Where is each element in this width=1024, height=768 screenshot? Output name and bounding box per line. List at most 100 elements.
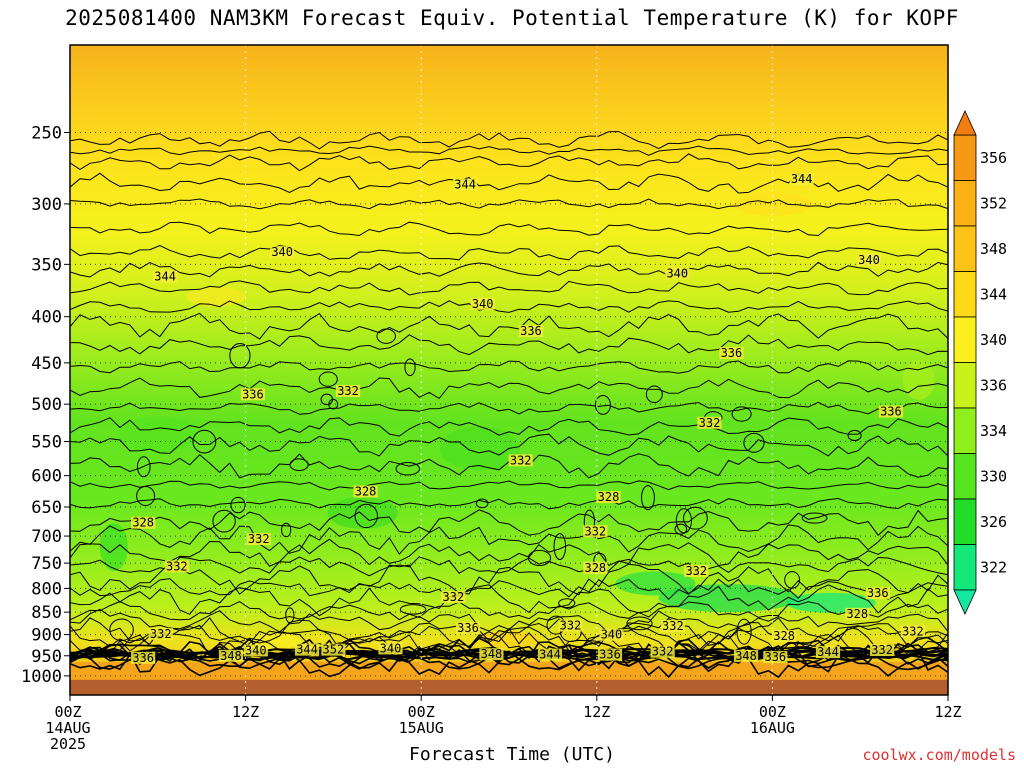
contour-label: 332 [697,416,722,430]
y-tick-label: 750 [31,554,62,574]
contour-label-text: 332 [652,645,674,659]
contour-label-text: 336 [599,648,621,662]
contour-label-text: 332 [248,532,270,546]
contour-label-bg [218,649,244,662]
contour-label: 340 [599,628,624,642]
contour-label-text: 344 [817,645,839,659]
chart-title: 2025081400 NAM3KM Forecast Equiv. Potent… [65,6,959,30]
contour-label-text: 352 [323,643,345,657]
contour-label-bg [558,619,583,632]
contour-label-bg [697,416,722,429]
contour-cell [553,533,567,561]
contour-line [70,401,948,415]
contour-label-bg [733,649,759,662]
contour-label-text: 344 [296,643,318,657]
y-tick-label: 300 [31,195,62,215]
contour-line [70,509,948,536]
contour-label: 348 [479,647,504,661]
contour-label-bg [294,643,320,656]
contour-label-text: 336 [132,651,154,665]
contour-label-bg [719,346,744,359]
colorbar-tick-label: 344 [980,285,1007,303]
contour-label: 332 [900,624,925,638]
x-axis-label: Forecast Time (UTC) [409,744,615,765]
contour-label: 340 [378,641,403,655]
y-tick-label: 1000 [21,667,62,687]
contour-label: 344 [153,270,178,284]
contour-label-text: 340 [601,628,623,642]
contour-cell [645,385,663,404]
contour-label-bg [335,385,361,398]
field-patch [327,496,398,529]
contour-line [70,300,948,313]
contour-label: 348 [218,649,244,663]
contour-label-bg [815,646,841,659]
contour-line [70,221,948,237]
watermark: coolwx.com/models [862,746,1016,764]
contour-label: 332 [246,532,271,546]
x-tick-label: 2025 [50,735,86,753]
colorbar-segment [953,271,977,318]
contour-label-text: 328 [355,485,377,499]
contour-label-text: 332 [510,453,532,467]
contour-label-bg [537,648,563,661]
contour-cell [136,456,151,478]
x-tick-label: 15AUG [399,719,444,737]
contour-label: 332 [583,524,608,538]
contour-cell [404,358,416,377]
contour-label-bg [865,587,890,600]
colorbar-segment [953,407,977,454]
contour-cell [527,549,552,567]
y-tick-label: 350 [31,255,62,275]
y-tick-label: 550 [31,433,62,453]
contour-label-text: 336 [520,324,542,338]
colorbar-segment [953,544,977,591]
colorbar-segment [953,225,977,272]
contour-label: 332 [684,564,709,578]
contour-label: 344 [537,648,563,662]
contour-line [70,584,948,617]
field-ground [70,679,948,695]
field-patch [902,359,935,400]
contour-label: 328 [583,561,608,575]
colorbar-tick-label: 330 [980,467,1007,485]
y-tick-label: 600 [31,467,62,487]
contour-label-bg [240,388,266,401]
contour-label: 332 [335,384,361,398]
contour-label: 328 [131,516,156,530]
colorbar-segment [953,453,977,500]
contour-line [70,556,948,577]
contour-label: 332 [164,559,189,573]
contour-line [70,649,948,679]
contour-line [70,130,948,150]
contour-line [70,145,948,156]
colorbar-segment [953,180,977,227]
x-tick-label: 00Z [408,703,435,721]
contour-cell [212,509,236,533]
contour-label-text: 328 [773,629,795,643]
colorbar-tick-label: 322 [980,558,1007,576]
contour-cell [847,429,862,442]
contour-label: 332 [148,627,173,641]
contour-label: 332 [870,643,895,657]
contour-label-bg [321,643,346,656]
contour-label: 336 [518,324,544,338]
contour-line [70,538,948,567]
contour-label-text: 340 [380,641,402,655]
contour-label-text: 336 [764,650,786,664]
contour-label-bg [148,627,173,640]
contour-cell [289,458,309,472]
contour-label: 332 [508,453,533,467]
contour-label-text: 336 [721,346,743,360]
contour-label-text: 332 [560,619,582,633]
contour-label-bg [597,648,623,661]
contour-line [70,524,948,555]
contour-label-bg [870,644,895,657]
colorbar-tick-label: 340 [980,331,1007,349]
y-tick-label: 700 [31,527,62,547]
contour-line [70,377,948,400]
contour-label: 340 [470,297,495,311]
contour-label-bg [131,651,156,664]
contour-label: 340 [243,643,268,657]
